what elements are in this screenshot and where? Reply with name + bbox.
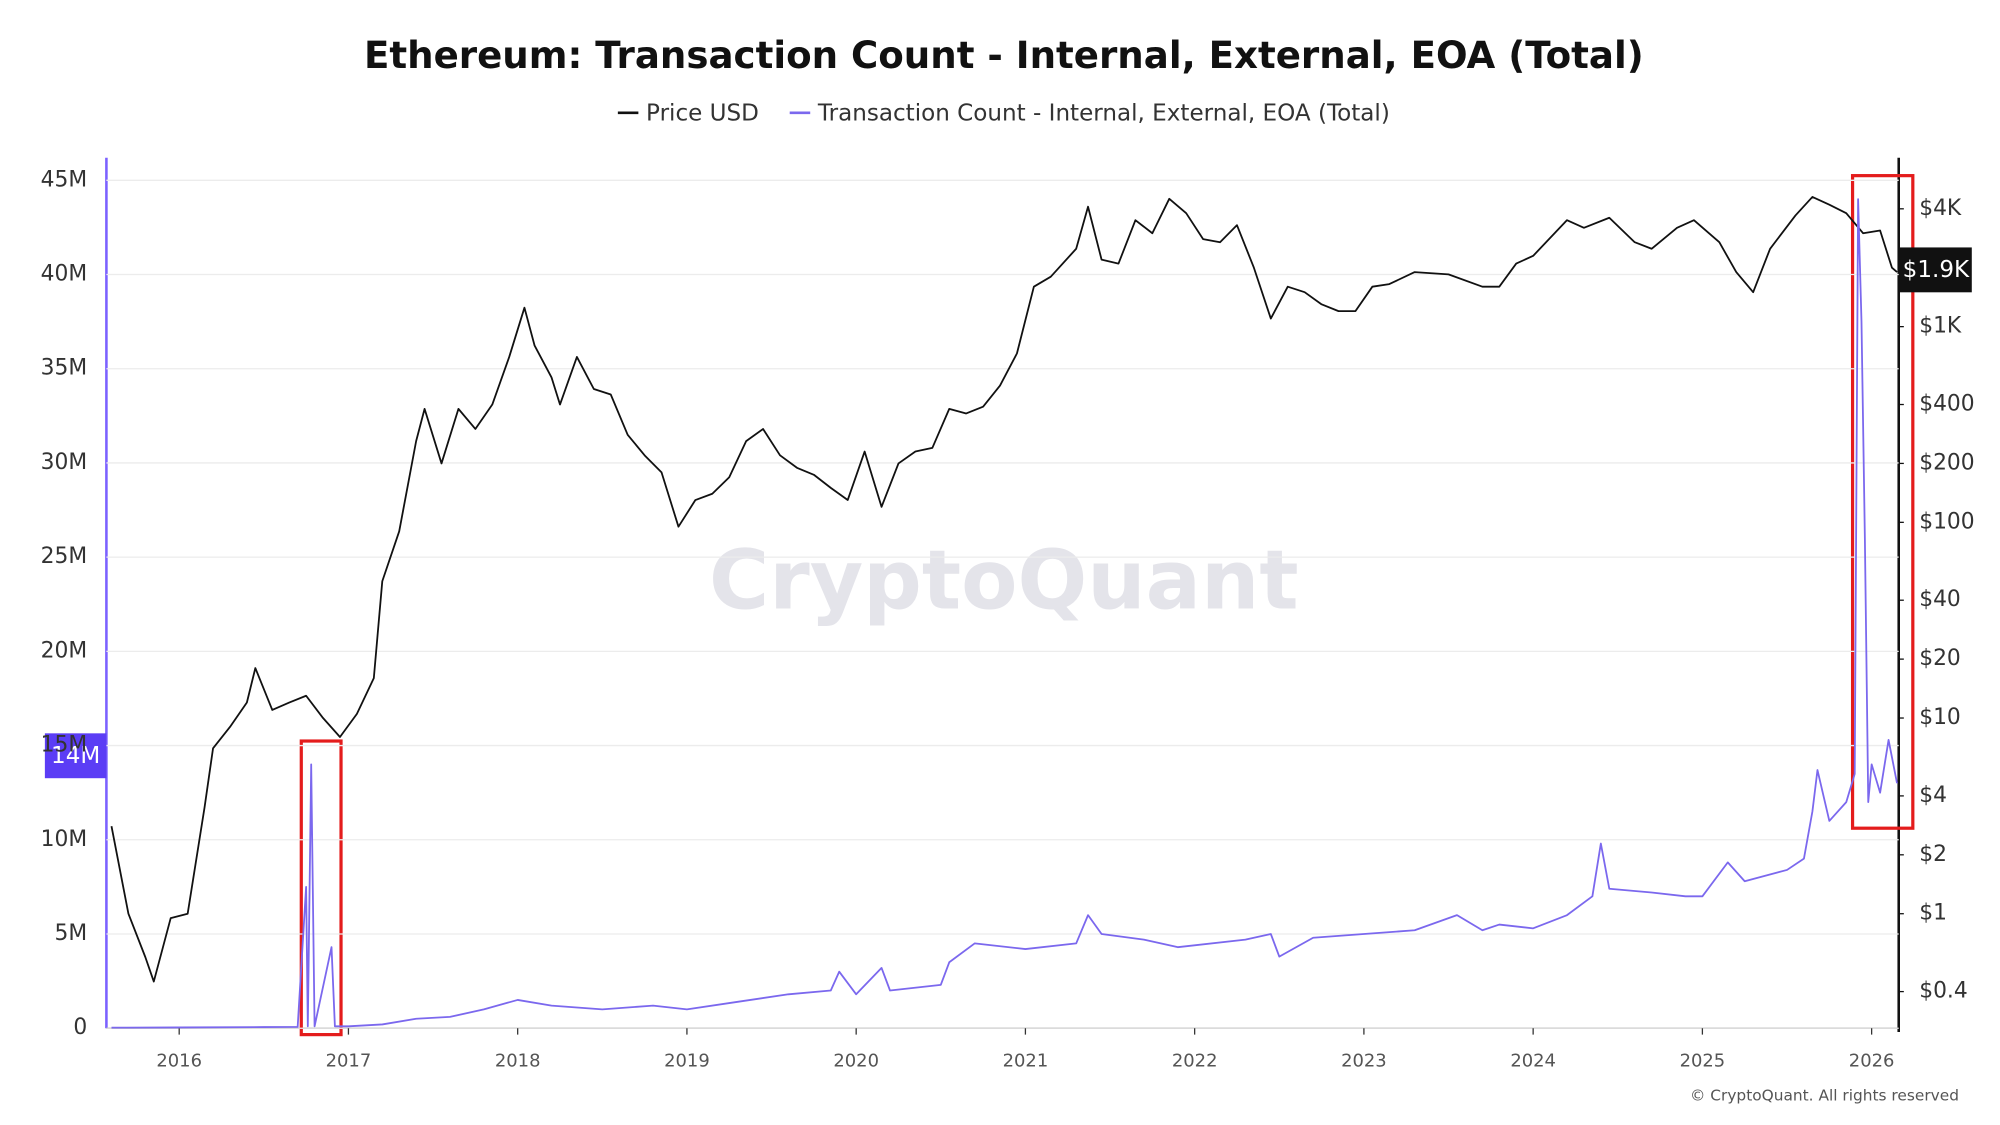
y2-tick-label: $20: [1919, 646, 1961, 671]
x-tick-label: 2020: [833, 1051, 879, 1072]
legend-label: Price USD: [646, 101, 759, 127]
x-tick-label: 2019: [664, 1051, 710, 1072]
current-price-box: [1900, 247, 1972, 293]
highlight-box: [1850, 174, 1915, 830]
legend-label: Transaction Count - Internal, External, …: [817, 101, 1390, 127]
series-line: [110, 196, 1898, 983]
y2-tick-label: $0.4: [1919, 979, 1968, 1004]
y2-tick-label: $4: [1919, 783, 1947, 808]
x-tick-label: 2026: [1849, 1051, 1895, 1072]
y-tick-label: 40M: [41, 262, 88, 287]
watermark: CryptoQuant: [709, 533, 1299, 628]
x-tick-label: 2021: [1003, 1051, 1049, 1072]
grid: [106, 179, 1899, 1029]
y2-tick-label: $200: [1919, 450, 1974, 475]
x-tick-label: 2016: [156, 1051, 202, 1072]
legend-item: Price USD: [617, 101, 759, 127]
y-tick-label: 30M: [41, 450, 88, 475]
y-tick-label: 45M: [41, 167, 88, 192]
legend: Price USD Transaction Count - Internal, E…: [617, 101, 1390, 127]
y2-tick-label: $400: [1919, 392, 1974, 417]
y2-tick-label: $4K: [1919, 196, 1962, 221]
y2-tick-label: $100: [1919, 509, 1974, 534]
legend-item: Transaction Count - Internal, External, …: [789, 101, 1390, 127]
y2-tick-label: $1K: [1919, 314, 1962, 339]
y2-tick-label: $1: [1919, 901, 1947, 926]
highlight-box: [299, 739, 343, 1037]
y-tick-label: 15M: [41, 733, 88, 758]
x-tick-label: 2023: [1341, 1051, 1387, 1072]
y2-tick-label: $10: [1919, 705, 1961, 730]
current-value-box: [44, 733, 107, 779]
y2-tick-label: $40: [1919, 587, 1961, 612]
y2-tick-label: $2: [1919, 842, 1947, 867]
y-tick-label: 20M: [41, 638, 88, 663]
credit: © CryptoQuant. All rights reserved: [1690, 1087, 1959, 1105]
current-price-label: $1.9K: [1903, 257, 1970, 283]
y-tick-label: 0: [73, 1015, 87, 1040]
current-value-label: 14M: [51, 743, 100, 769]
x-tick-label: 2025: [1680, 1051, 1726, 1072]
x-tick-label: 2024: [1510, 1051, 1556, 1072]
chart-title: Ethereum: Transaction Count - Internal, …: [364, 33, 1644, 77]
x-tick-label: 2017: [326, 1051, 372, 1072]
y-tick-label: 10M: [41, 827, 88, 852]
y-tick-label: 25M: [41, 544, 88, 569]
y-tick-label: 5M: [55, 921, 88, 946]
y-tick-label: 35M: [41, 356, 88, 381]
x-tick-label: 2018: [495, 1051, 541, 1072]
series-line: [111, 198, 1898, 1029]
x-tick-label: 2022: [1172, 1051, 1218, 1072]
